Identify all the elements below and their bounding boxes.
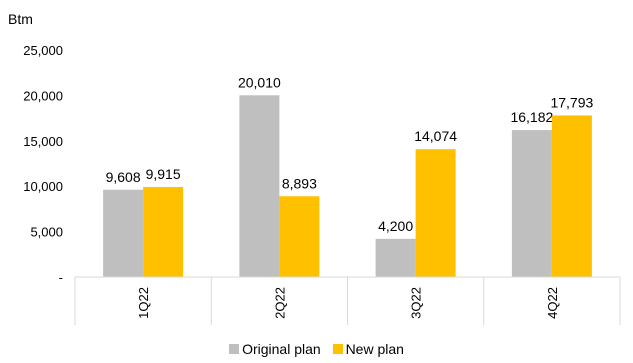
bar-original-plan-3q22 xyxy=(375,238,416,277)
legend-item-new-plan: New plan xyxy=(332,341,404,357)
y-tick-label: 25,000 xyxy=(23,43,63,58)
bar-new-plan-1q22 xyxy=(143,186,184,277)
y-tick-label: 20,000 xyxy=(23,88,63,103)
y-tick-label: - xyxy=(59,270,63,285)
data-label: 8,893 xyxy=(282,175,317,191)
bar-original-plan-4q22 xyxy=(511,130,552,277)
data-label: 9,608 xyxy=(106,169,141,185)
x-axis: 1Q22 2Q22 3Q22 4Q22 xyxy=(74,276,621,325)
data-label: 4,200 xyxy=(378,218,413,234)
legend-label-new-plan: New plan xyxy=(345,341,404,357)
x-tick-label: 3Q22 xyxy=(409,287,424,319)
data-label: 14,074 xyxy=(414,128,457,144)
y-tick-label: 15,000 xyxy=(23,134,63,149)
data-label: 9,915 xyxy=(146,166,181,182)
bar-new-plan-2q22 xyxy=(279,196,320,277)
bar-original-plan-2q22 xyxy=(239,95,280,277)
legend-item-original-plan: Original plan xyxy=(229,341,321,357)
bar-chart: Btm - 5,000 10,000 15,000 20,000 25,000 9,608… xyxy=(8,11,621,325)
legend-swatch-new-plan xyxy=(332,344,343,354)
y-tick-label: 5,000 xyxy=(30,225,63,240)
bar-original-plan-1q22 xyxy=(103,189,144,277)
bar-new-plan-4q22 xyxy=(551,115,592,277)
x-tick-label: 4Q22 xyxy=(545,287,560,319)
x-tick-label: 2Q22 xyxy=(272,287,287,319)
legend-label-original-plan: Original plan xyxy=(242,341,321,357)
y-axis: - 5,000 10,000 15,000 20,000 25,000 xyxy=(23,43,63,285)
y-tick-label: 10,000 xyxy=(23,179,63,194)
unit-label: Btm xyxy=(8,11,33,27)
legend-swatch-original-plan xyxy=(229,344,240,354)
bar-new-plan-3q22 xyxy=(415,149,456,277)
legend: Original plan New plan xyxy=(0,341,633,357)
data-label: 16,182 xyxy=(510,109,553,125)
data-label: 17,793 xyxy=(550,94,593,110)
bars: 9,608 20,010 4,200 16,182 9,915 8,893 14,074 17… xyxy=(103,74,593,277)
x-tick-label: 1Q22 xyxy=(136,287,151,319)
data-label: 20,010 xyxy=(238,74,281,90)
